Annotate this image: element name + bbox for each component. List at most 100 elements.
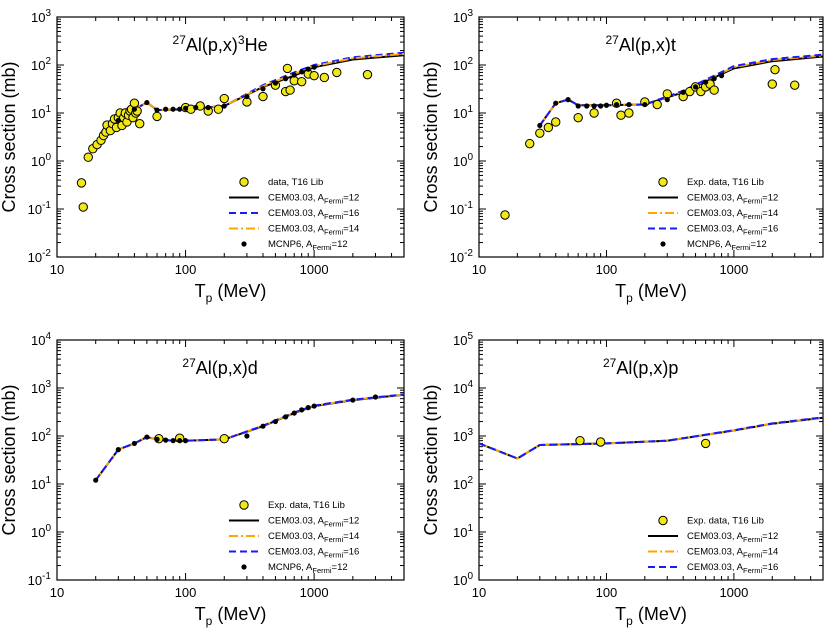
- mcnp6-point: [664, 97, 670, 103]
- data-point: [525, 138, 535, 149]
- chart-panel-3: 10 100 1000 10-1 100 101 102 103 104 Tp (MeV) Cros…: [0, 331, 405, 628]
- series-line-dashed: [479, 416, 823, 460]
- mcnp6-point: [163, 106, 169, 112]
- y-tick-label: 101: [31, 104, 51, 121]
- data-point: [83, 152, 93, 162]
- mcnp6-point: [537, 122, 543, 129]
- mcnp6-point: [603, 102, 610, 108]
- plot-area: [76, 51, 404, 212]
- data-point: [78, 202, 88, 212]
- data-point: [282, 63, 293, 74]
- data-point: [309, 70, 319, 81]
- mcnp6-point: [692, 84, 699, 90]
- mcnp6-point: [565, 97, 571, 103]
- mcnp6-point: [260, 423, 266, 429]
- y-tick-label: 102: [453, 475, 473, 492]
- data-point: [767, 79, 777, 89]
- mcnp6-point: [291, 72, 297, 78]
- mcnp6-point: [372, 394, 379, 400]
- x-axis-label: Tp (MeV): [615, 604, 687, 628]
- y-tick-label: 103: [31, 379, 51, 396]
- mcnp6-point: [115, 117, 121, 124]
- y-tick-label: 10-1: [450, 200, 474, 217]
- legend-label: CEM03.03, AFermi=12: [268, 516, 359, 529]
- y-tick-label: 104: [31, 331, 51, 348]
- mcnp6-point: [718, 73, 725, 79]
- legend-marker-circle: [239, 177, 249, 187]
- data-point: [213, 104, 224, 114]
- mcnp6-point: [272, 418, 279, 425]
- y-tick-label: 102: [453, 56, 473, 73]
- mcnp6-point: [177, 438, 183, 444]
- mcnp6-point: [613, 101, 620, 108]
- data-point: [332, 67, 342, 78]
- series-line-dashdot: [117, 52, 404, 122]
- x-axis-label: Tp (MeV): [195, 604, 267, 628]
- legend-label: CEM03.03, AFermi=14: [687, 547, 778, 560]
- data-point: [219, 93, 229, 104]
- mcnp6-point: [144, 434, 150, 440]
- mcnp6-point: [115, 447, 121, 453]
- plot-area: [500, 53, 823, 220]
- mcnp6-point: [626, 101, 632, 108]
- y-tick-label: 100: [453, 571, 473, 588]
- data-point: [589, 108, 599, 118]
- mcnp6-point: [221, 103, 227, 109]
- data-point: [135, 118, 145, 129]
- legend-label: MCNP6, AFermi=12: [268, 562, 348, 575]
- legend-label: CEM03.03, AFermi=14: [687, 208, 778, 221]
- plot-frame: [56, 339, 405, 581]
- mcnp6-point: [170, 106, 176, 112]
- chart-panel-1: 10 100 1000 10-2 10-1 100 101 102 103 Tp (MeV) Cro…: [0, 8, 405, 305]
- data-point: [219, 433, 229, 444]
- legend: Exp. data, T16 Lib CEM03.03, AFermi=12 CEM…: [648, 516, 778, 575]
- plot-frame: [478, 339, 824, 581]
- y-tick-label: 103: [31, 8, 51, 25]
- x-tick-label: 100: [175, 585, 197, 600]
- x-tick-label: 100: [175, 262, 197, 277]
- data-point: [258, 91, 268, 102]
- series-line-dashed: [538, 53, 823, 127]
- legend: data, T16 Lib CEM03.03, AFermi=12 CEM03.03…: [229, 177, 359, 252]
- x-tick-label: 10: [50, 585, 64, 600]
- y-tick-label: 10-2: [28, 248, 52, 265]
- data-point: [709, 85, 719, 95]
- mcnp6-point: [575, 103, 581, 109]
- chart-title: 27Al(p,x)3He: [173, 33, 268, 55]
- chart-panel-2: 10 100 1000 10-2 10-1 100 101 102 103 Tp (MeV) Cro…: [421, 8, 824, 305]
- legend-label: CEM03.03, AFermi=16: [268, 547, 359, 560]
- mcnp6-point: [642, 101, 648, 108]
- plot-frame: [478, 16, 824, 258]
- x-tick-label: 1000: [300, 262, 329, 277]
- mcnp6-point: [131, 106, 138, 112]
- y-axis-label: Cross section (mb): [421, 61, 441, 212]
- y-tick-label: 102: [31, 56, 51, 73]
- x-tick-label: 100: [596, 585, 618, 600]
- x-axis-label: Tp (MeV): [615, 281, 687, 305]
- mcnp6-point: [144, 99, 150, 106]
- chart-title: 27Al(p,x)p: [603, 356, 678, 378]
- data-point: [535, 128, 545, 138]
- mcnp6-point: [598, 103, 604, 109]
- mcnp6-point: [260, 86, 266, 92]
- series-line-solid: [94, 393, 404, 481]
- legend-marker-dot: [660, 241, 666, 247]
- plot-area: [93, 393, 404, 483]
- mcnp6-point: [244, 433, 250, 439]
- x-tick-label: 10: [50, 262, 64, 277]
- x-tick-label: 1000: [719, 585, 748, 600]
- plot-area: [479, 416, 823, 460]
- mcnp6-point: [584, 103, 590, 109]
- legend-label: MCNP6, AFermi=12: [687, 239, 767, 252]
- mcnp6-point: [350, 397, 356, 403]
- mcnp6-point: [170, 438, 176, 444]
- mcnp6-point: [305, 405, 311, 411]
- data-point: [573, 112, 583, 123]
- data-point: [551, 117, 561, 127]
- data-point: [790, 80, 800, 90]
- legend-marker-circle: [658, 177, 668, 187]
- legend-label: data, T16 Lib: [268, 177, 323, 188]
- mcnp6-point: [154, 107, 160, 113]
- legend: Exp. data, T16 Lib CEM03.03, AFermi=12 CEM…: [648, 177, 778, 252]
